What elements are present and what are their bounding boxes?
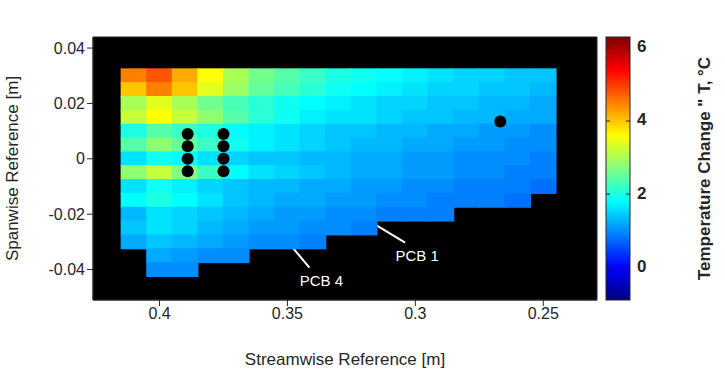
svg-text:0: 0	[76, 150, 85, 167]
svg-text:-0.04: -0.04	[49, 261, 86, 278]
svg-text:0.35: 0.35	[272, 305, 303, 322]
svg-text:Spanwise Reference [m]: Spanwise Reference [m]	[3, 76, 22, 261]
svg-text:6: 6	[637, 37, 646, 56]
svg-text:Temperature Change " T, °C: Temperature Change " T, °C	[695, 57, 714, 280]
svg-text:0.3: 0.3	[404, 305, 426, 322]
svg-text:0.04: 0.04	[54, 40, 85, 57]
svg-text:PCB 4: PCB 4	[300, 272, 343, 289]
svg-text:0.25: 0.25	[528, 305, 559, 322]
svg-text:0.02: 0.02	[54, 95, 85, 112]
svg-text:Streamwise Reference [m]: Streamwise Reference [m]	[245, 350, 445, 369]
svg-text:-0.02: -0.02	[49, 206, 86, 223]
svg-text:4: 4	[637, 110, 647, 129]
svg-text:PCB 1: PCB 1	[395, 247, 438, 264]
svg-text:0.4: 0.4	[148, 305, 170, 322]
svg-text:2: 2	[637, 184, 646, 203]
svg-text:0: 0	[637, 257, 646, 276]
